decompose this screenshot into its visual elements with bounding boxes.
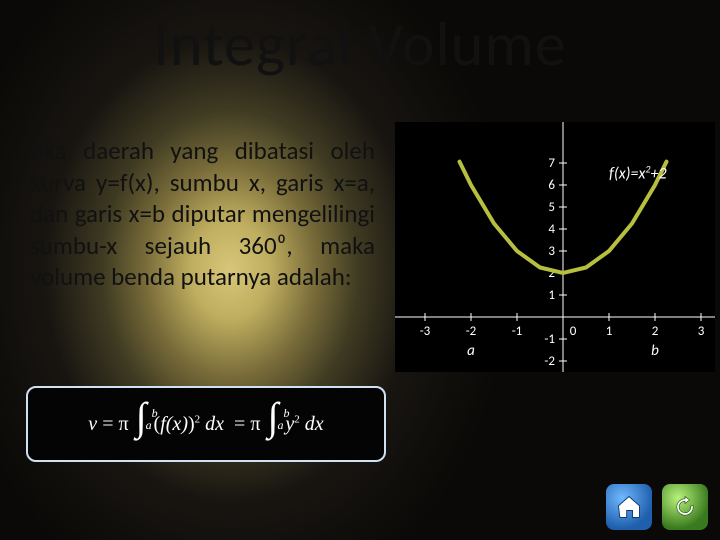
dx-2: dx — [305, 413, 324, 435]
exp-2: 2 — [294, 413, 300, 425]
svg-text:0: 0 — [570, 324, 577, 339]
volume-formula: v = π ∫ab (f(x))2 dx = π ∫ab y2 dx — [26, 386, 386, 462]
chart-svg: -3-2-10123-2-11234567f(x)=x2+2ab — [395, 122, 715, 372]
svg-text:1: 1 — [548, 288, 555, 303]
function-chart: -3-2-10123-2-11234567f(x)=x2+2ab — [395, 122, 715, 372]
refresh-icon — [671, 493, 699, 521]
svg-text:-2: -2 — [466, 324, 477, 339]
svg-text:4: 4 — [548, 222, 555, 237]
description-text: Jika daerah yang dibatasi oleh kurva y=f… — [30, 135, 375, 293]
pi-symbol-1: π — [118, 413, 128, 435]
formula-lhs: v — [88, 413, 97, 435]
nav-icons — [606, 484, 708, 530]
svg-text:3: 3 — [698, 324, 705, 339]
svg-text:5: 5 — [548, 200, 555, 215]
svg-text:-1: -1 — [544, 332, 555, 347]
svg-text:-1: -1 — [512, 324, 523, 339]
dx-1: dx — [205, 413, 224, 435]
integrand-1: f(x) — [160, 413, 188, 435]
home-icon — [615, 493, 643, 521]
exp-1: 2 — [195, 413, 201, 425]
svg-text:-2: -2 — [544, 354, 555, 369]
svg-text:1: 1 — [606, 324, 613, 339]
svg-text:-3: -3 — [420, 324, 431, 339]
svg-text:a: a — [467, 342, 475, 360]
pi-symbol-2: π — [250, 413, 260, 435]
svg-text:6: 6 — [548, 178, 555, 193]
page-title: Integral Volume — [0, 6, 720, 82]
svg-text:3: 3 — [548, 244, 555, 259]
svg-text:b: b — [651, 342, 659, 360]
refresh-button[interactable] — [662, 484, 708, 530]
home-button[interactable] — [606, 484, 652, 530]
svg-text:f(x)=x2+2: f(x)=x2+2 — [609, 162, 667, 184]
svg-text:2: 2 — [652, 324, 659, 339]
svg-text:7: 7 — [548, 156, 555, 171]
